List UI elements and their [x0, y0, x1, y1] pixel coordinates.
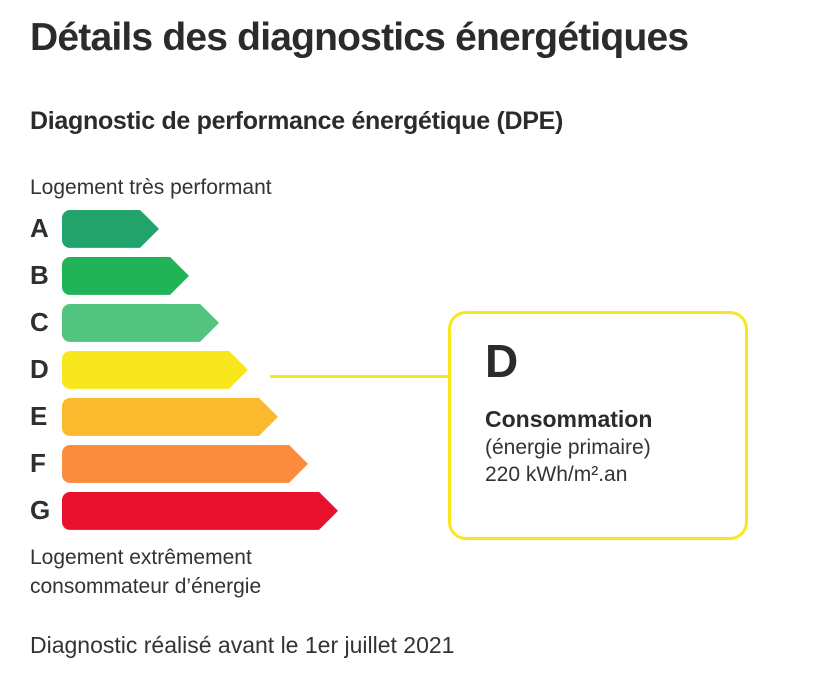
class-letter-a: A [30, 213, 49, 244]
dpe-row-c: C [30, 304, 810, 342]
class-bar-a [62, 210, 159, 248]
class-letter-c: C [30, 307, 49, 338]
dpe-row-e: E [30, 398, 810, 436]
page-title: Détails des diagnostics énergétiques [30, 16, 689, 59]
class-bar-f [62, 445, 308, 483]
dpe-row-b: B [30, 257, 810, 295]
callout-class: D [485, 334, 519, 387]
class-letter-b: B [30, 260, 49, 291]
class-bar-d [62, 351, 248, 389]
callout-value: 220 kWh/m².an [485, 462, 628, 486]
scale-top-label: Logement très performant [30, 175, 272, 199]
scale-bottom-label-line1: Logement extrêmement [30, 545, 252, 569]
class-bar-b [62, 257, 189, 295]
callout-box: D Consommation (énergie primaire) 220 kW… [448, 310, 748, 540]
class-bar-g [62, 492, 338, 530]
class-letter-g: G [30, 495, 51, 526]
callout-heading: Consommation [485, 405, 653, 432]
section-title: Diagnostic de performance énergétique (D… [30, 106, 564, 135]
class-letter-f: F [30, 448, 46, 479]
dpe-row-d: D [30, 351, 810, 389]
class-bar-e [62, 398, 278, 436]
callout-subheading: (énergie primaire) [485, 435, 651, 459]
footer-note: Diagnostic réalisé avant le 1er juillet … [30, 631, 455, 658]
dpe-row-a: A [30, 210, 810, 248]
scale-bottom-label-line2: consommateur d’énergie [30, 574, 262, 598]
dpe-row-g: G [30, 492, 810, 530]
class-bar-c [62, 304, 219, 342]
scale-bottom-label: Logement extrêmement consommateur d’éner… [30, 544, 810, 602]
class-letter-e: E [30, 401, 48, 432]
dpe-row-f: F [30, 445, 810, 483]
connector-line [270, 374, 482, 378]
class-letter-d: D [30, 354, 49, 385]
